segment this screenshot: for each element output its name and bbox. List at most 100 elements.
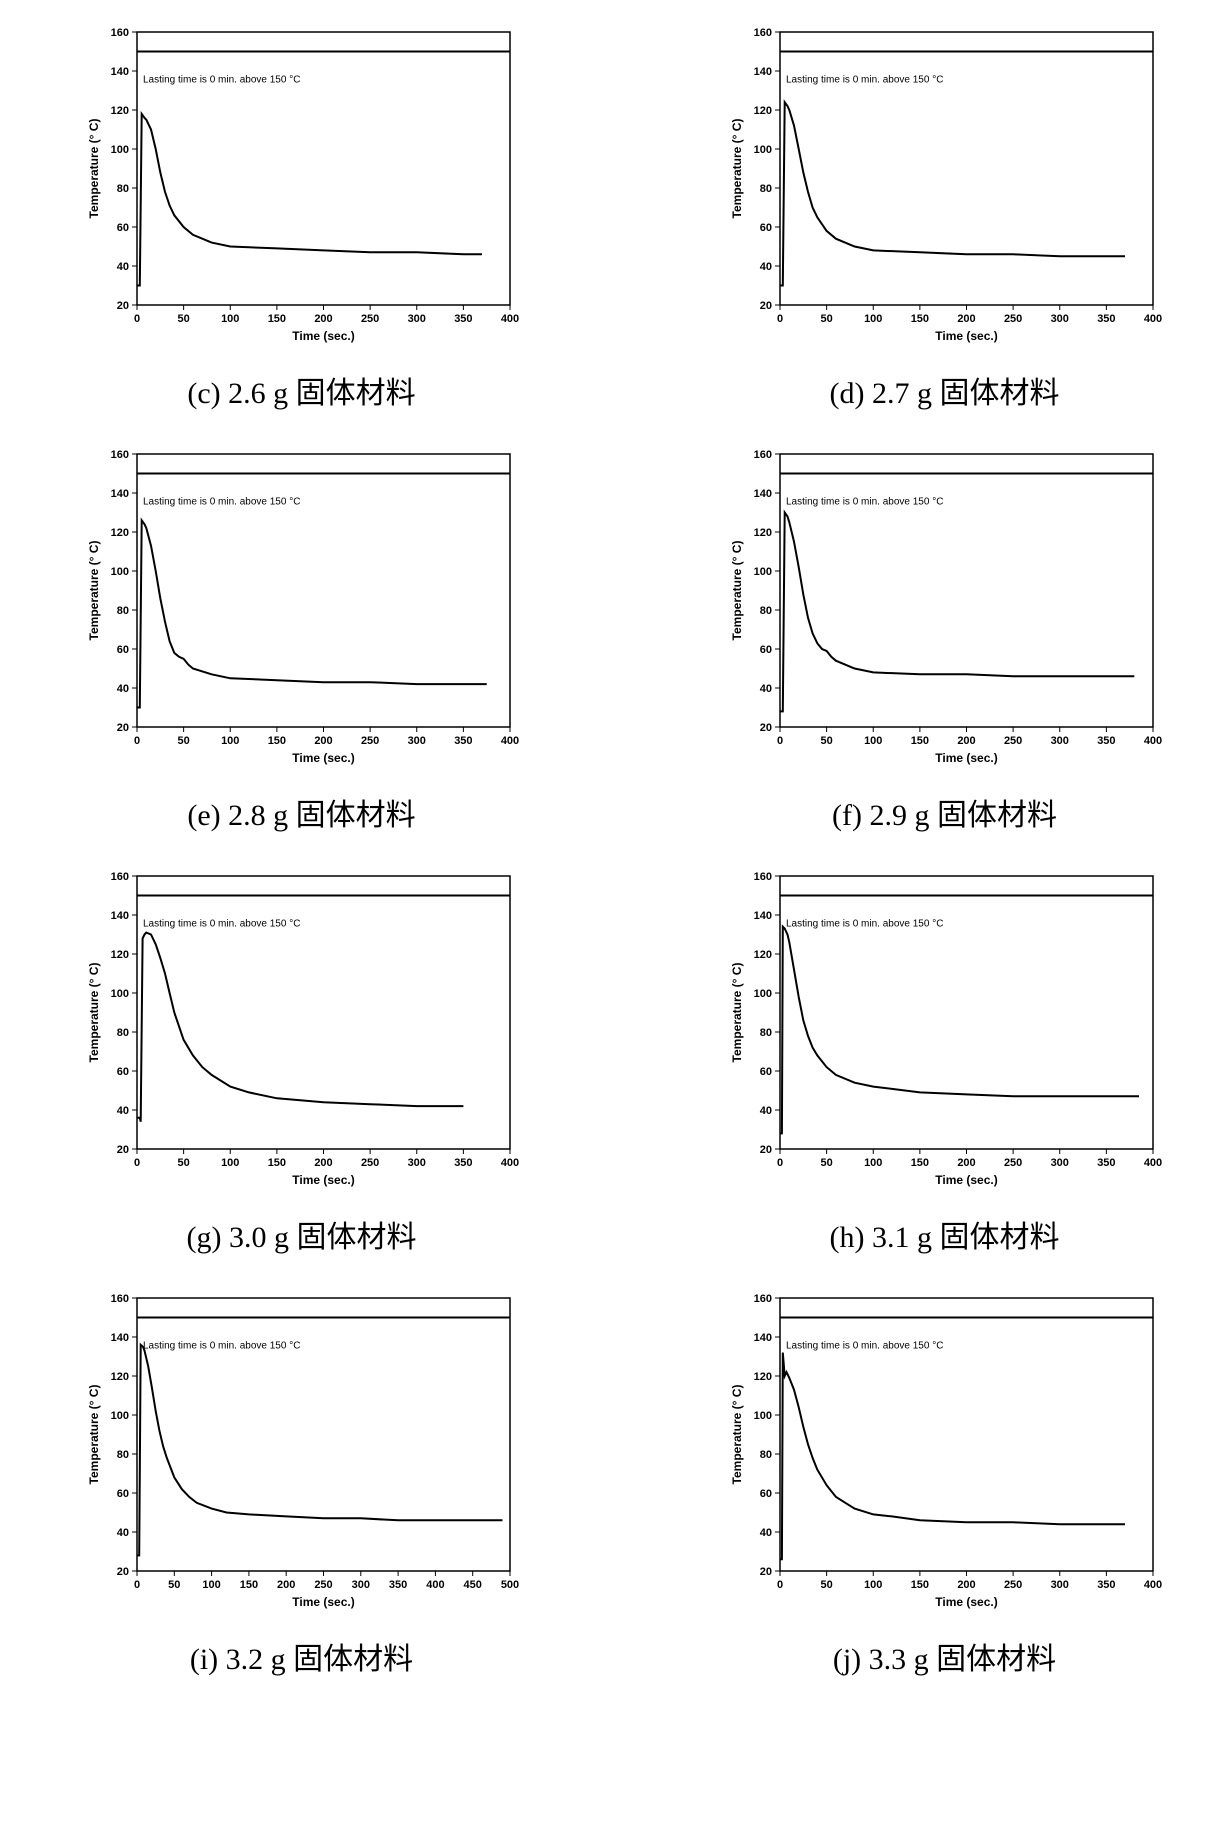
svg-text:400: 400 [500, 313, 518, 325]
svg-text:200: 200 [277, 1579, 295, 1591]
svg-text:80: 80 [116, 1027, 128, 1039]
chart-cell-e: 0501001502002503003504002040608010012014… [50, 442, 553, 834]
svg-text:160: 160 [753, 871, 771, 883]
svg-text:40: 40 [759, 1105, 771, 1117]
svg-text:160: 160 [110, 449, 128, 461]
chart-c: 0501001502002503003504002040608010012014… [82, 20, 522, 350]
svg-text:120: 120 [110, 949, 128, 961]
svg-text:Lasting time is 0 min. above 1: Lasting time is 0 min. above 150 °C [143, 75, 300, 86]
svg-text:300: 300 [1050, 1157, 1068, 1169]
svg-text:100: 100 [221, 1157, 239, 1169]
svg-text:160: 160 [753, 27, 771, 39]
svg-text:50: 50 [820, 1157, 832, 1169]
svg-text:250: 250 [314, 1579, 332, 1591]
svg-text:Temperature (° C): Temperature (° C) [87, 963, 101, 1063]
svg-text:50: 50 [177, 735, 189, 747]
svg-text:350: 350 [1097, 735, 1115, 747]
svg-text:Temperature (° C): Temperature (° C) [730, 541, 744, 641]
svg-text:Lasting time is 0 min. above 1: Lasting time is 0 min. above 150 °C [143, 497, 300, 508]
svg-text:200: 200 [957, 1579, 975, 1591]
svg-text:120: 120 [110, 1371, 128, 1383]
svg-text:Time (sec.): Time (sec.) [935, 1173, 997, 1187]
svg-text:100: 100 [753, 566, 771, 578]
svg-text:80: 80 [759, 1449, 771, 1461]
caption-f: (f) 2.9 g 固体材料 [832, 790, 1057, 834]
svg-text:40: 40 [759, 1527, 771, 1539]
svg-text:350: 350 [1097, 1579, 1115, 1591]
chart-f: 0501001502002503003504002040608010012014… [725, 442, 1165, 772]
svg-text:Temperature (° C): Temperature (° C) [87, 1385, 101, 1485]
svg-text:300: 300 [1050, 735, 1068, 747]
svg-text:Time (sec.): Time (sec.) [292, 329, 354, 343]
svg-text:400: 400 [500, 1157, 518, 1169]
svg-text:200: 200 [957, 313, 975, 325]
svg-text:300: 300 [407, 735, 425, 747]
svg-text:250: 250 [1003, 1579, 1021, 1591]
svg-text:Lasting time is 0 min. above 1: Lasting time is 0 min. above 150 °C [786, 919, 943, 930]
svg-text:Time (sec.): Time (sec.) [292, 1173, 354, 1187]
chart-e: 0501001502002503003504002040608010012014… [82, 442, 522, 772]
svg-text:50: 50 [820, 735, 832, 747]
chart-g: 0501001502002503003504002040608010012014… [82, 864, 522, 1194]
svg-text:60: 60 [759, 1488, 771, 1500]
svg-text:140: 140 [110, 488, 128, 500]
svg-text:Time (sec.): Time (sec.) [292, 1595, 354, 1609]
svg-text:Temperature (° C): Temperature (° C) [730, 963, 744, 1063]
svg-text:60: 60 [116, 644, 128, 656]
svg-text:100: 100 [110, 566, 128, 578]
svg-text:Lasting time is 0 min. above 1: Lasting time is 0 min. above 150 °C [143, 1341, 300, 1352]
svg-text:150: 150 [910, 1579, 928, 1591]
svg-text:40: 40 [116, 261, 128, 273]
svg-text:Time (sec.): Time (sec.) [292, 751, 354, 765]
svg-text:350: 350 [454, 313, 472, 325]
chart-cell-i: 0501001502002503003504004505002040608010… [50, 1286, 553, 1678]
svg-text:350: 350 [454, 1157, 472, 1169]
svg-text:20: 20 [759, 722, 771, 734]
svg-text:Lasting time is 0 min. above 1: Lasting time is 0 min. above 150 °C [786, 497, 943, 508]
svg-text:100: 100 [864, 1157, 882, 1169]
svg-text:60: 60 [116, 222, 128, 234]
svg-text:300: 300 [407, 313, 425, 325]
svg-text:40: 40 [759, 683, 771, 695]
svg-text:120: 120 [753, 527, 771, 539]
svg-text:300: 300 [1050, 1579, 1068, 1591]
svg-text:Temperature (° C): Temperature (° C) [730, 1385, 744, 1485]
caption-g: (g) 3.0 g 固体材料 [187, 1212, 417, 1256]
svg-text:150: 150 [910, 735, 928, 747]
svg-text:140: 140 [110, 66, 128, 78]
svg-text:140: 140 [753, 1332, 771, 1344]
svg-text:50: 50 [177, 313, 189, 325]
svg-text:100: 100 [753, 1410, 771, 1422]
svg-text:120: 120 [753, 949, 771, 961]
chart-j: 0501001502002503003504002040608010012014… [725, 1286, 1165, 1616]
chart-cell-j: 0501001502002503003504002040608010012014… [693, 1286, 1196, 1678]
svg-text:Temperature (° C): Temperature (° C) [87, 119, 101, 219]
svg-text:40: 40 [759, 261, 771, 273]
svg-text:150: 150 [267, 313, 285, 325]
svg-text:250: 250 [360, 313, 378, 325]
svg-text:200: 200 [314, 313, 332, 325]
svg-text:60: 60 [116, 1066, 128, 1078]
svg-text:20: 20 [116, 300, 128, 312]
svg-text:20: 20 [116, 1566, 128, 1578]
svg-text:350: 350 [454, 735, 472, 747]
caption-e: (e) 2.8 g 固体材料 [187, 790, 415, 834]
svg-text:0: 0 [133, 735, 139, 747]
svg-text:400: 400 [426, 1579, 444, 1591]
svg-text:140: 140 [753, 66, 771, 78]
svg-text:140: 140 [753, 910, 771, 922]
svg-text:20: 20 [759, 1566, 771, 1578]
svg-text:140: 140 [110, 1332, 128, 1344]
svg-text:250: 250 [1003, 735, 1021, 747]
svg-text:Temperature (° C): Temperature (° C) [87, 541, 101, 641]
svg-text:Lasting time is 0 min. above 1: Lasting time is 0 min. above 150 °C [786, 75, 943, 86]
svg-text:200: 200 [314, 1157, 332, 1169]
svg-text:100: 100 [110, 1410, 128, 1422]
svg-text:20: 20 [116, 722, 128, 734]
svg-text:80: 80 [116, 1449, 128, 1461]
svg-text:100: 100 [753, 988, 771, 1000]
svg-text:300: 300 [407, 1157, 425, 1169]
svg-text:0: 0 [133, 313, 139, 325]
svg-text:20: 20 [759, 1144, 771, 1156]
svg-text:50: 50 [177, 1157, 189, 1169]
